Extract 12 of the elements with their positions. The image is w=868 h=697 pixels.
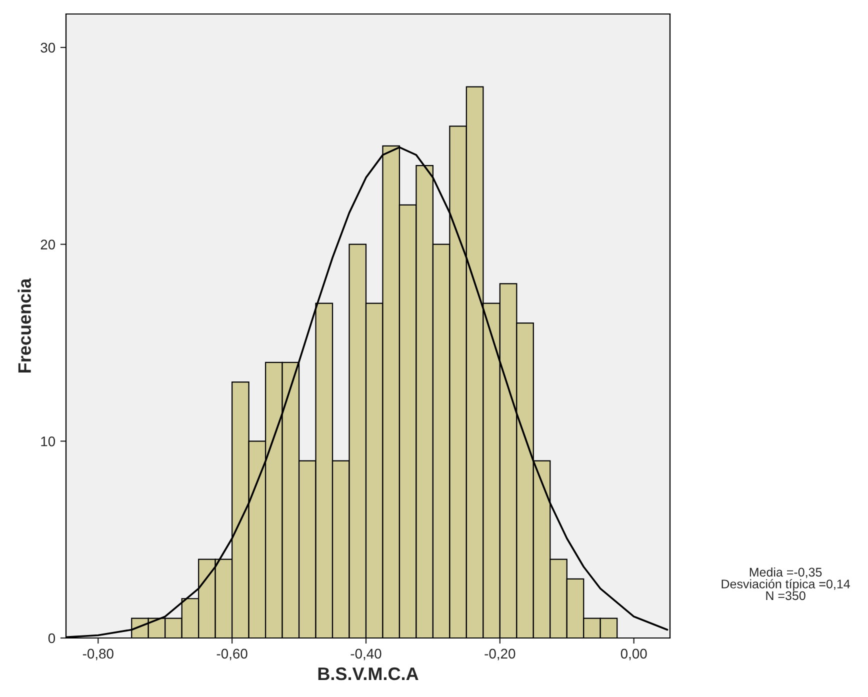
y-axis-title: Frecuencia (18, 278, 32, 372)
x-tick-label: -0,80 (82, 648, 114, 660)
x-tick-label: -0,60 (216, 648, 248, 660)
x-tick-label: 0,00 (620, 648, 647, 660)
x-tick-label: -0,40 (350, 648, 382, 660)
text: Media =-0,35 Desviación típica =0,14 N =350 (722, 567, 850, 600)
y-tick-label: 20 (40, 240, 56, 250)
x-axis-title: B.S.V.M.C.A (318, 667, 418, 680)
x-tick-label: -0,20 (484, 648, 516, 660)
y-tick-label: 30 (40, 42, 56, 53)
y-tick-label: 10 (41, 436, 56, 446)
y-tick-label: 0 (48, 633, 56, 644)
